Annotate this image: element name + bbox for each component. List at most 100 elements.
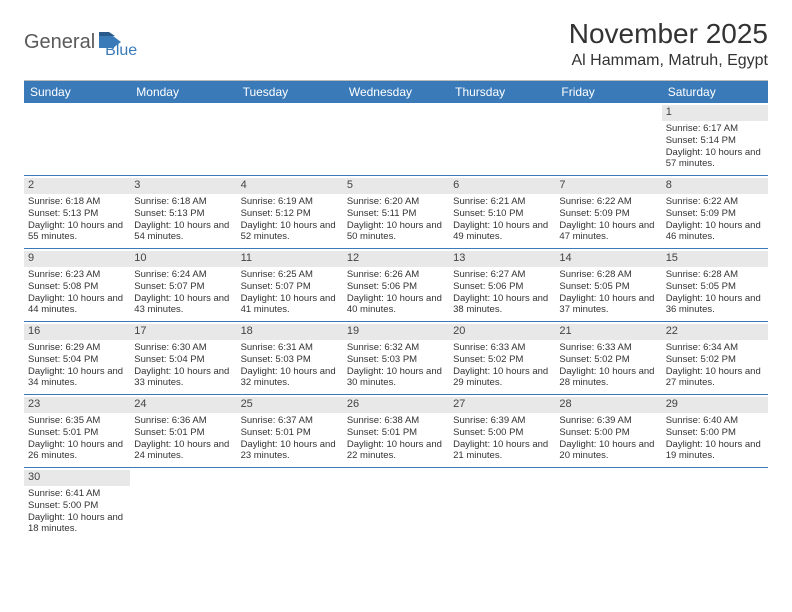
day-number: 11	[237, 251, 343, 267]
daylight-line: Daylight: 10 hours and 23 minutes.	[241, 439, 339, 463]
daylight-line: Daylight: 10 hours and 36 minutes.	[666, 293, 764, 317]
daylight-line: Daylight: 10 hours and 20 minutes.	[559, 439, 657, 463]
sunset-line: Sunset: 5:03 PM	[347, 354, 445, 366]
day-cell: 3Sunrise: 6:18 AMSunset: 5:13 PMDaylight…	[130, 176, 236, 248]
sunset-line: Sunset: 5:05 PM	[559, 281, 657, 293]
day-number: 19	[343, 324, 449, 340]
daylight-line: Daylight: 10 hours and 52 minutes.	[241, 220, 339, 244]
sunrise-line: Sunrise: 6:29 AM	[28, 342, 126, 354]
daylight-line: Daylight: 10 hours and 41 minutes.	[241, 293, 339, 317]
daylight-line: Daylight: 10 hours and 22 minutes.	[347, 439, 445, 463]
daylight-line: Daylight: 10 hours and 32 minutes.	[241, 366, 339, 390]
sunrise-line: Sunrise: 6:23 AM	[28, 269, 126, 281]
day-cell	[449, 103, 555, 175]
sunrise-line: Sunrise: 6:34 AM	[666, 342, 764, 354]
sunset-line: Sunset: 5:11 PM	[347, 208, 445, 220]
daynum-blank	[24, 105, 130, 120]
sunrise-line: Sunrise: 6:38 AM	[347, 415, 445, 427]
day-cell: 4 Sunrise: 6:19 AMSunset: 5:12 PMDaylight…	[237, 176, 343, 248]
daylight-line: Daylight: 10 hours and 38 minutes.	[453, 293, 551, 317]
daylight-line: Daylight: 10 hours and 46 minutes.	[666, 220, 764, 244]
day-number: 17	[130, 324, 236, 340]
day-number: 29	[662, 397, 768, 413]
day-cell: 25Sunrise: 6:37 AMSunset: 5:01 PMDayligh…	[237, 395, 343, 467]
sunset-line: Sunset: 5:12 PM	[241, 208, 339, 220]
weekday-header-row: SundayMondayTuesdayWednesdayThursdayFrid…	[24, 81, 768, 103]
week-row: 1Sunrise: 6:17 AMSunset: 5:14 PMDaylight…	[24, 103, 768, 176]
day-cell: 17Sunrise: 6:30 AMSunset: 5:04 PMDayligh…	[130, 322, 236, 394]
day-cell: 29 Sunrise: 6:40 AMSunset: 5:00 PMDayligh…	[662, 395, 768, 467]
sunset-line: Sunset: 5:01 PM	[134, 427, 232, 439]
sunset-line: Sunset: 5:14 PM	[666, 135, 764, 147]
daylight-line: Daylight: 10 hours and 44 minutes.	[28, 293, 126, 317]
day-cell: 14Sunrise: 6:28 AMSunset: 5:05 PMDayligh…	[555, 249, 661, 321]
month-title: November 2025	[569, 18, 768, 50]
sunset-line: Sunset: 5:05 PM	[666, 281, 764, 293]
day-cell: 21Sunrise: 6:33 AMSunset: 5:02 PMDayligh…	[555, 322, 661, 394]
sunrise-line: Sunrise: 6:27 AM	[453, 269, 551, 281]
day-number: 25	[237, 397, 343, 413]
sunset-line: Sunset: 5:01 PM	[347, 427, 445, 439]
sunrise-line: Sunrise: 6:19 AM	[241, 196, 339, 208]
sunset-line: Sunset: 5:04 PM	[28, 354, 126, 366]
day-cell: 27Sunrise: 6:39 AMSunset: 5:00 PMDayligh…	[449, 395, 555, 467]
sunset-line: Sunset: 5:06 PM	[347, 281, 445, 293]
weekday-friday: Friday	[555, 81, 661, 103]
daylight-line: Daylight: 10 hours and 43 minutes.	[134, 293, 232, 317]
sunset-line: Sunset: 5:09 PM	[559, 208, 657, 220]
day-cell: 26 Sunrise: 6:38 AMSunset: 5:01 PMDayligh…	[343, 395, 449, 467]
daylight-line: Daylight: 10 hours and 54 minutes.	[134, 220, 232, 244]
day-cell: 8Sunrise: 6:22 AMSunset: 5:09 PMDaylight…	[662, 176, 768, 248]
day-cell: 28Sunrise: 6:39 AMSunset: 5:00 PMDayligh…	[555, 395, 661, 467]
sunrise-line: Sunrise: 6:41 AM	[28, 488, 126, 500]
sunrise-line: Sunrise: 6:30 AM	[134, 342, 232, 354]
sunset-line: Sunset: 5:07 PM	[134, 281, 232, 293]
daylight-line: Daylight: 10 hours and 55 minutes.	[28, 220, 126, 244]
day-number: 12	[343, 251, 449, 267]
sunset-line: Sunset: 5:00 PM	[559, 427, 657, 439]
sunset-line: Sunset: 5:00 PM	[666, 427, 764, 439]
day-number: 26	[343, 397, 449, 413]
day-number: 21	[555, 324, 661, 340]
day-cell: 12Sunrise: 6:26 AMSunset: 5:06 PMDayligh…	[343, 249, 449, 321]
week-row: 2Sunrise: 6:18 AMSunset: 5:13 PMDaylight…	[24, 176, 768, 249]
sunrise-line: Sunrise: 6:39 AM	[453, 415, 551, 427]
daylight-line: Daylight: 10 hours and 24 minutes.	[134, 439, 232, 463]
day-cell: 22Sunrise: 6:34 AMSunset: 5:02 PMDayligh…	[662, 322, 768, 394]
sunrise-line: Sunrise: 6:33 AM	[453, 342, 551, 354]
sunrise-line: Sunrise: 6:17 AM	[666, 123, 764, 135]
daynum-blank	[449, 105, 555, 120]
daylight-line: Daylight: 10 hours and 26 minutes.	[28, 439, 126, 463]
sunset-line: Sunset: 5:02 PM	[559, 354, 657, 366]
location-text: Al Hammam, Matruh, Egypt	[569, 52, 768, 70]
weekday-tuesday: Tuesday	[237, 81, 343, 103]
day-number: 4	[237, 178, 343, 194]
day-cell: 9Sunrise: 6:23 AMSunset: 5:08 PMDaylight…	[24, 249, 130, 321]
sunrise-line: Sunrise: 6:37 AM	[241, 415, 339, 427]
day-number: 14	[555, 251, 661, 267]
day-cell	[24, 103, 130, 175]
sunrise-line: Sunrise: 6:24 AM	[134, 269, 232, 281]
daynum-blank	[130, 105, 236, 120]
day-number: 22	[662, 324, 768, 340]
sunrise-line: Sunrise: 6:39 AM	[559, 415, 657, 427]
week-row: 23Sunrise: 6:35 AMSunset: 5:01 PMDayligh…	[24, 395, 768, 468]
day-cell: 6Sunrise: 6:21 AMSunset: 5:10 PMDaylight…	[449, 176, 555, 248]
daylight-line: Daylight: 10 hours and 49 minutes.	[453, 220, 551, 244]
day-cell: 11Sunrise: 6:25 AMSunset: 5:07 PMDayligh…	[237, 249, 343, 321]
calendar-grid: 1Sunrise: 6:17 AMSunset: 5:14 PMDaylight…	[24, 103, 768, 540]
daynum-blank	[343, 105, 449, 120]
sunset-line: Sunset: 5:02 PM	[453, 354, 551, 366]
day-number: 27	[449, 397, 555, 413]
day-cell: 24Sunrise: 6:36 AMSunset: 5:01 PMDayligh…	[130, 395, 236, 467]
sunrise-line: Sunrise: 6:40 AM	[666, 415, 764, 427]
day-cell: 1Sunrise: 6:17 AMSunset: 5:14 PMDaylight…	[662, 103, 768, 175]
sunset-line: Sunset: 5:08 PM	[28, 281, 126, 293]
daylight-line: Daylight: 10 hours and 19 minutes.	[666, 439, 764, 463]
day-number: 20	[449, 324, 555, 340]
day-cell: 20Sunrise: 6:33 AMSunset: 5:02 PMDayligh…	[449, 322, 555, 394]
day-cell	[555, 468, 661, 540]
sunset-line: Sunset: 5:07 PM	[241, 281, 339, 293]
daylight-line: Daylight: 10 hours and 40 minutes.	[347, 293, 445, 317]
day-cell	[555, 103, 661, 175]
